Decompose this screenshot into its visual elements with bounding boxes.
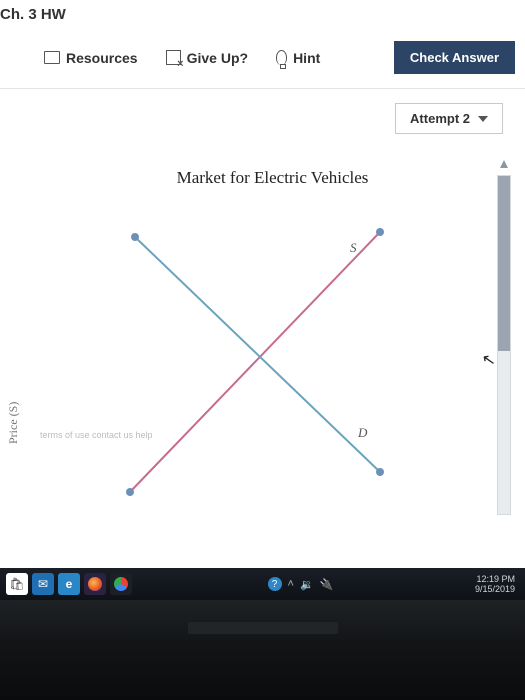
series-S-endpoint[interactable] xyxy=(126,488,134,496)
series-D-label: D xyxy=(357,425,368,440)
footer-links: terms of use contact us help xyxy=(40,430,153,440)
vertical-scrollbar[interactable] xyxy=(497,175,511,515)
attempt-dropdown[interactable]: Attempt 2 xyxy=(395,103,503,134)
taskbar-chrome-icon[interactable] xyxy=(110,573,132,595)
resources-button[interactable]: Resources xyxy=(30,44,152,72)
series-S-label: S xyxy=(350,240,357,255)
giveup-icon xyxy=(166,50,181,65)
taskbar-date: 9/15/2019 xyxy=(475,584,515,594)
resources-label: Resources xyxy=(66,50,138,66)
battery-icon[interactable]: 🔌 xyxy=(320,578,334,591)
sound-icon[interactable]: 🔉 xyxy=(300,578,314,591)
taskbar-clock[interactable]: 12:19 PM 9/15/2019 xyxy=(475,574,519,595)
taskbar-firefox-icon[interactable] xyxy=(84,573,106,595)
series-D-endpoint[interactable] xyxy=(376,468,384,476)
attempt-label: Attempt 2 xyxy=(410,111,470,126)
hint-button[interactable]: Hint xyxy=(262,44,334,72)
scroll-thumb[interactable] xyxy=(498,176,510,351)
hint-label: Hint xyxy=(293,50,320,66)
help-tray-icon[interactable]: ? xyxy=(268,577,282,591)
check-answer-button[interactable]: Check Answer xyxy=(394,41,515,74)
y-axis-label: Price (S) xyxy=(6,402,21,444)
laptop-hinge xyxy=(188,622,338,634)
page-title: Ch. 3 HW xyxy=(0,0,525,29)
series-S-line[interactable] xyxy=(130,232,380,492)
hint-icon xyxy=(276,50,287,65)
windows-taskbar[interactable]: 🛍✉e ? ˄ 🔉 🔌 12:19 PM 9/15/2019 xyxy=(0,568,525,600)
giveup-label: Give Up? xyxy=(187,50,248,66)
series-S-endpoint[interactable] xyxy=(376,228,384,236)
series-D-line[interactable] xyxy=(135,237,380,472)
folder-icon xyxy=(44,51,60,64)
chart-title: Market for Electric Vehicles xyxy=(20,168,525,188)
taskbar-mail-icon[interactable]: ✉ xyxy=(32,573,54,595)
system-tray[interactable]: ? ˄ 🔉 🔌 xyxy=(268,577,340,591)
laptop-bezel xyxy=(0,600,525,700)
series-D-endpoint[interactable] xyxy=(131,233,139,241)
mouse-cursor-icon: ↖ xyxy=(480,349,497,371)
chevron-up-icon[interactable]: ˄ xyxy=(288,578,294,590)
chevron-down-icon xyxy=(478,116,488,122)
chart-canvas[interactable]: SD xyxy=(80,202,420,522)
chart-region: Market for Electric Vehicles Price (S) S… xyxy=(0,144,525,522)
taskbar-edge-icon[interactable]: e xyxy=(58,573,80,595)
scroll-up-icon xyxy=(500,160,508,168)
taskbar-store-icon[interactable]: 🛍 xyxy=(6,573,28,595)
taskbar-time: 12:19 PM xyxy=(475,574,515,584)
chart-svg: SD xyxy=(80,202,420,522)
toolbar: Resources Give Up? Hint Check Answer xyxy=(0,29,525,89)
give-up-button[interactable]: Give Up? xyxy=(152,44,262,72)
